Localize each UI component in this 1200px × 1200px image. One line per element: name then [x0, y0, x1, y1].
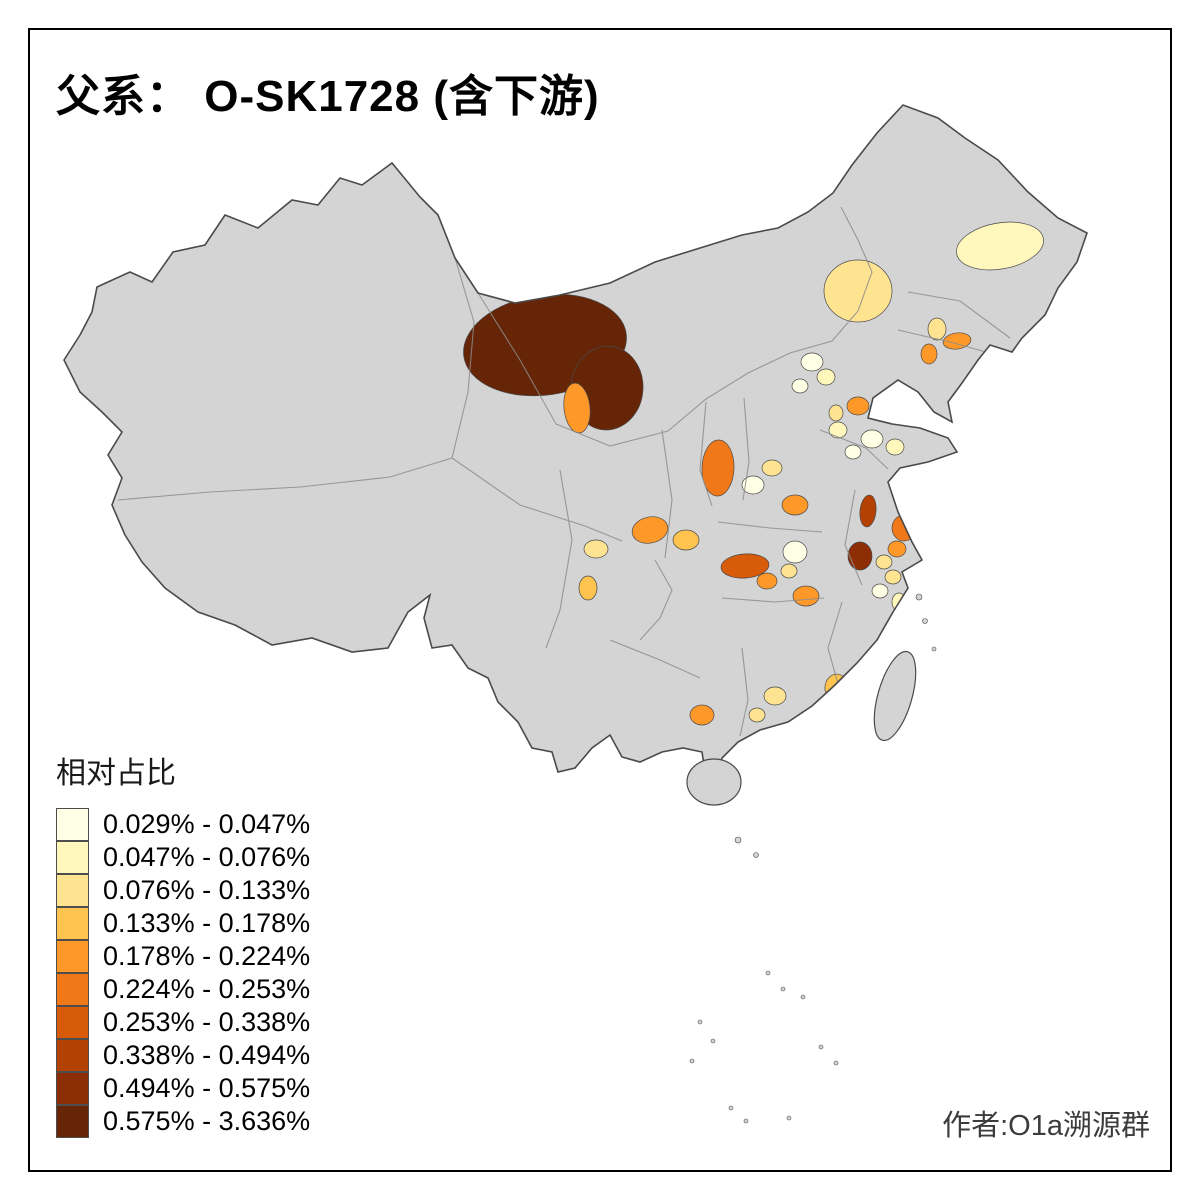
author-credit: 作者:O1a溯源群 [942, 1110, 1150, 1142]
colored-prefecture [748, 707, 766, 723]
islet [710, 1038, 716, 1044]
colored-prefecture [782, 540, 808, 564]
colored-prefecture [781, 494, 809, 516]
colored-prefecture [875, 554, 893, 570]
internal-boundaries-layer [117, 206, 1011, 737]
islet [734, 836, 742, 844]
taiwan-island [873, 650, 917, 742]
china-mainland [64, 105, 1087, 775]
legend-label: 0.029% - 0.047% [103, 809, 311, 839]
islet [922, 618, 928, 624]
legend-label: 0.253% - 0.338% [103, 1007, 311, 1037]
hainan-island [686, 758, 742, 806]
legend-label: 0.047% - 0.076% [103, 842, 311, 872]
colored-prefecture [927, 317, 947, 341]
islet [833, 1060, 839, 1066]
islet [931, 646, 937, 652]
colored-prefecture [720, 553, 770, 579]
legend-label: 0.338% - 0.494% [103, 1040, 311, 1070]
legend-swatch [56, 807, 89, 841]
legend-row: 0.494% - 0.575% [56, 1071, 311, 1105]
colored-prefecture [887, 540, 907, 558]
coastal-and-south-china-sea-islets [689, 593, 937, 1124]
colored-prefecture [583, 539, 609, 559]
legend-label: 0.178% - 0.224% [103, 941, 311, 971]
legend-swatch [56, 939, 89, 973]
legend-row: 0.133% - 0.178% [56, 906, 311, 940]
legend-label: 0.076% - 0.133% [103, 875, 311, 905]
legend-label: 0.575% - 3.636% [103, 1106, 311, 1136]
islet [743, 1118, 749, 1124]
islet [818, 1044, 824, 1050]
legend-title: 相对占比 [56, 757, 176, 790]
legend-row: 0.047% - 0.076% [56, 840, 311, 874]
map-title: 父系： O-SK1728 (含下游) [56, 72, 600, 121]
colored-prefecture [763, 686, 787, 706]
legend-label: 0.494% - 0.575% [103, 1073, 311, 1103]
legend-swatch [56, 972, 89, 1006]
colored-prefecture [828, 421, 848, 439]
colored-prefecture [823, 259, 893, 323]
islet [728, 1105, 734, 1111]
colored-prefecture [942, 332, 972, 350]
legend-swatch [56, 1038, 89, 1072]
islet [689, 1058, 695, 1064]
colored-regions [463, 221, 1044, 726]
colored-prefecture [844, 444, 862, 460]
legend-swatch [56, 1005, 89, 1039]
colored-prefecture [701, 439, 735, 497]
colored-prefecture [792, 585, 820, 607]
legend-rows: 0.029% - 0.047% 0.047% - 0.076% 0.076% - 0… [56, 807, 311, 1138]
colored-prefecture [689, 704, 715, 726]
islands [686, 593, 937, 1124]
colored-prefecture [631, 516, 669, 544]
legend-label: 0.133% - 0.178% [103, 908, 311, 938]
colored-prefecture [578, 575, 598, 601]
colored-prefecture [956, 221, 1044, 271]
legend-swatch [56, 840, 89, 874]
colored-prefecture [846, 396, 870, 416]
islet [753, 852, 759, 858]
colored-prefecture [847, 541, 873, 571]
colored-prefecture [920, 343, 938, 365]
colored-prefecture [891, 514, 917, 542]
colored-prefecture [741, 475, 765, 495]
legend-row: 0.076% - 0.133% [56, 873, 311, 907]
colored-prefecture [800, 352, 824, 372]
colored-prefecture [859, 494, 877, 528]
islet [697, 1019, 703, 1025]
islet [765, 970, 771, 976]
legend-label: 0.224% - 0.253% [103, 974, 311, 1004]
colored-prefecture [884, 569, 902, 585]
colored-prefecture [780, 563, 798, 579]
colored-prefecture [791, 378, 809, 394]
colored-prefecture [860, 429, 884, 449]
islet [786, 1115, 792, 1121]
province-boundaries [117, 206, 1011, 737]
legend-row: 0.224% - 0.253% [56, 972, 311, 1006]
legend-row: 0.253% - 0.338% [56, 1005, 311, 1039]
colored-prefecture [816, 368, 836, 386]
colored-prefecture [756, 572, 778, 590]
colored-prefecture [563, 382, 591, 434]
legend-swatch [56, 873, 89, 907]
colored-prefecture [871, 583, 889, 599]
legend: 相对占比 0.029% - 0.047% 0.047% - 0.076% 0.076… [56, 748, 310, 1138]
colored-prefecture [761, 459, 783, 477]
legend-row: 0.338% - 0.494% [56, 1038, 311, 1072]
legend-row: 0.178% - 0.224% [56, 939, 311, 973]
legend-row: 0.029% - 0.047% [56, 807, 311, 841]
legend-row: 0.575% - 3.636% [56, 1104, 311, 1138]
legend-swatch [56, 1104, 89, 1138]
islet [780, 986, 786, 992]
colored-prefecture [885, 438, 905, 456]
islet [800, 994, 806, 1000]
colored-prefecture [828, 404, 844, 422]
legend-swatch [56, 906, 89, 940]
islet [915, 593, 923, 601]
colored-prefecture [672, 529, 700, 551]
legend-swatch [56, 1071, 89, 1105]
